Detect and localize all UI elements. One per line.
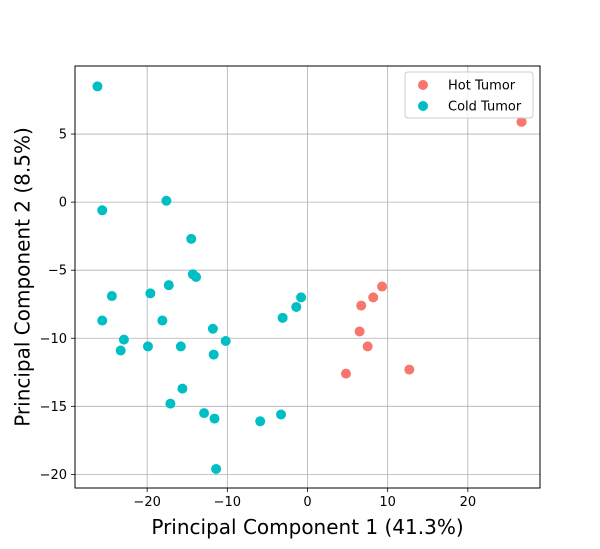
cold-tumor-point [161,195,172,206]
cold-tumor-point [291,301,302,312]
cold-tumor-point [199,408,210,419]
x-tick-label: −20 [133,495,160,510]
cold-tumor-point [191,272,202,282]
cold-tumor-point [142,341,153,352]
hot-tumor-point [340,368,351,379]
hot-tumor-point [368,292,379,303]
y-axis-label: Principal Component 2 (8.5%) [11,127,35,427]
cold-tumor-point [115,345,126,356]
legend-marker-hot-tumor [418,80,428,90]
y-tick-label: −20 [40,468,67,483]
cold-tumor-point [92,81,103,92]
cold-tumor-point [296,292,307,303]
x-tick-label: 0 [303,495,311,510]
cold-tumor-point [209,413,220,424]
cold-tumor-point [157,315,168,326]
cold-tumor-point [255,416,266,427]
cold-tumor-point [220,335,231,346]
cold-tumor-point [186,233,197,244]
cold-tumor-point [97,315,108,326]
y-tick-label: 0 [59,196,67,211]
legend-box [404,71,534,119]
x-tick-label: −10 [214,495,241,510]
cold-tumor-point [97,205,108,216]
hot-tumor-point [404,364,415,375]
hot-tumor-point [377,281,388,292]
data-points [92,81,527,474]
x-tick-label: 20 [460,495,477,510]
y-tick-label: −10 [40,332,67,347]
cold-tumor-point [163,280,174,291]
cold-tumor-point [208,349,219,360]
grid-lines [75,66,540,488]
cold-tumor-point [277,312,288,323]
cold-tumor-point [165,398,176,409]
x-tick-label: 10 [379,495,396,510]
hot-tumor-point [362,341,373,352]
y-tick-label: −5 [48,264,67,279]
cold-tumor-point [175,341,186,352]
cold-tumor-point [177,383,188,394]
cold-tumor-point [106,291,117,302]
hot-tumor-point [354,326,365,337]
cold-tumor-point [276,409,287,420]
cold-tumor-point [118,334,129,345]
legend-label-cold-tumor: Cold Tumor [448,100,522,115]
x-axis-label: Principal Component 1 (41.3%) [151,515,463,539]
legend: Hot Tumor Cold Tumor [404,71,534,119]
y-tick-label: −15 [40,400,67,415]
hot-tumor-point [516,116,527,127]
cold-tumor-point [145,288,156,299]
hot-tumor-point [356,300,367,311]
cold-tumor-point [211,463,222,474]
legend-marker-cold-tumor [418,101,428,111]
axis-ticks: −20 −10 0 10 20 −20 −15 −10 −5 0 5 [40,128,477,510]
legend-label-hot-tumor: Hot Tumor [448,79,516,94]
cold-tumor-point [207,323,218,334]
y-tick-label: 5 [59,128,67,143]
